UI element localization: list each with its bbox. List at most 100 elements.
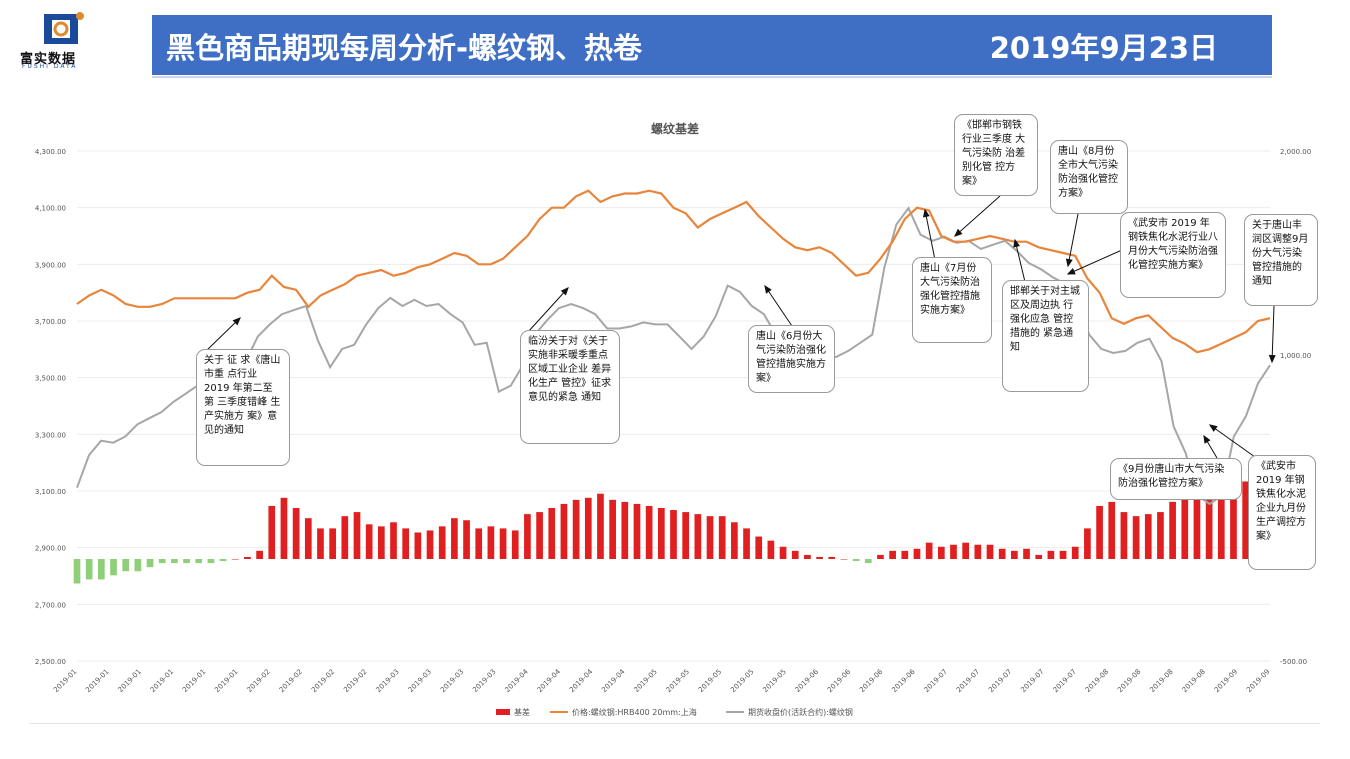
x-axis-tick: 2019-05 — [729, 668, 755, 694]
basis-bar — [524, 514, 531, 559]
x-axis-tick: 2019-04 — [568, 667, 595, 694]
basis-bar — [682, 512, 690, 559]
x-axis-tick: 2019-03 — [375, 668, 401, 694]
basis-bar — [377, 526, 385, 559]
annotation-arrow — [1014, 239, 1026, 283]
basis-bar — [1242, 481, 1250, 559]
annotation-handan-emergency: 邯郸关于对主城 区及周边执 行强化应急 管控措施的 紧急通知 — [1002, 280, 1089, 392]
basis-bar — [1059, 550, 1067, 559]
x-axis-tick: 2019-04 — [536, 667, 563, 694]
x-axis-tick: 2019-06 — [890, 667, 917, 694]
basis-bar — [85, 559, 93, 580]
basis-bar — [97, 559, 105, 580]
left-axis-tick: 2,500.00 — [35, 658, 66, 666]
x-axis-tick: 2019-08 — [1116, 668, 1142, 694]
x-axis-tick: 2019-04 — [503, 667, 530, 694]
basis-bar — [986, 544, 994, 559]
basis-bar — [694, 514, 702, 559]
basis-bar — [937, 546, 945, 559]
header-bar: 黑色商品期现每周分析-螺纹钢、热卷 2019年9月23日 — [152, 15, 1272, 75]
basis-bar — [256, 550, 263, 559]
basis-bar — [828, 556, 836, 559]
basis-bar — [657, 508, 665, 559]
x-axis-tick: 2019-03 — [439, 668, 465, 694]
company-logo — [44, 12, 84, 44]
left-axis-tick: 3,700.00 — [35, 318, 66, 326]
basis-bar — [609, 499, 616, 559]
basis-bar — [329, 528, 336, 559]
basis-bar — [1071, 546, 1079, 559]
basis-bar — [73, 559, 81, 584]
annotation-tangshan-q2q3: 关于 征 求《唐山市重 点行业2019 年第二至第 三季度错峰 生产实施方 案》… — [196, 349, 290, 466]
annotation-arrowhead — [1268, 354, 1276, 364]
annotation-arrowhead — [560, 287, 569, 296]
basis-bar — [195, 559, 203, 564]
annotation-arrowhead — [1208, 424, 1218, 432]
basis-bar — [414, 532, 422, 559]
annotation-wuan-august: 《武安市 2019 年钢铁焦化水泥行业八月份大气污染防治强化管控实施方案》 — [1120, 212, 1226, 298]
left-axis-tick: 3,100.00 — [35, 488, 66, 496]
report-date: 2019年9月23日 — [989, 31, 1218, 65]
basis-bar — [840, 559, 848, 560]
basis-bar — [560, 503, 568, 559]
basis-bar — [438, 526, 446, 559]
legend-swatch — [496, 709, 510, 715]
x-axis-tick: 2019-06 — [858, 667, 885, 694]
page-title: 黑色商品期现每周分析-螺纹钢、热卷 — [166, 31, 643, 65]
basis-bar — [743, 528, 750, 559]
x-axis-tick: 2019-09 — [1213, 668, 1239, 694]
basis-bar — [219, 559, 227, 562]
annotation-arrow — [527, 287, 569, 333]
basis-bar — [426, 530, 434, 559]
basis-bar — [1169, 501, 1176, 559]
x-axis-tick: 2019-03 — [471, 668, 497, 694]
x-axis-tick: 2019-02 — [342, 668, 368, 694]
x-axis-tick: 2019-05 — [665, 668, 691, 694]
right-axis-tick: -500.00 — [1280, 658, 1307, 666]
basis-bar — [1181, 491, 1189, 559]
basis-bar — [584, 497, 592, 559]
basis-bar — [475, 528, 483, 559]
left-axis-tick: 3,900.00 — [35, 261, 66, 269]
annotation-linfen: 临汾关于对《关于实施非采暖季重点区域工业企业 差异化生产 管控》征求 意见的紧急… — [520, 330, 620, 444]
basis-bar — [1035, 554, 1043, 559]
x-axis-tick: 2019-08 — [1084, 668, 1110, 694]
header-divider — [152, 76, 1272, 78]
left-axis-tick: 4,100.00 — [35, 205, 66, 213]
basis-bar — [390, 522, 397, 559]
annotation-tangshan-august: 唐山《8月份全市大气污染防治强化管控方案》 — [1050, 140, 1128, 214]
basis-bar — [451, 518, 458, 559]
annotation-arrow — [764, 285, 793, 327]
basis-bar — [1132, 516, 1140, 559]
basis-bar — [633, 503, 641, 559]
x-axis-tick: 2019-04 — [600, 667, 627, 694]
x-axis-tick: 2019-05 — [761, 668, 787, 694]
basis-bar — [913, 548, 921, 559]
annotation-arrowhead — [1203, 434, 1211, 444]
basis-bar — [779, 546, 787, 559]
x-axis-tick: 2019-02 — [310, 668, 336, 694]
legend-label: 价格:螺纹钢:HRB400 20mm:上海 — [572, 707, 697, 717]
left-axis-tick: 4,300.00 — [35, 148, 66, 156]
basis-bar — [621, 501, 629, 559]
basis-bar — [950, 544, 957, 559]
x-axis-tick: 2019-01 — [52, 668, 78, 694]
basis-bar — [1205, 473, 1213, 559]
basis-bar — [207, 559, 215, 564]
annotation-arrow — [1067, 213, 1079, 267]
footer-divider — [30, 723, 1320, 724]
annotation-tangshan-fengrun: 关于唐山丰润区调整9月份大气污染管控措施的通知 — [1244, 214, 1318, 306]
basis-bar — [670, 510, 677, 559]
annotation-wuan-september: 《武安市2019 年钢铁焦化水泥企业九月份生产调控方案》 — [1248, 455, 1316, 570]
left-axis-tick: 3,500.00 — [35, 375, 66, 383]
basis-bar — [1084, 528, 1091, 559]
annotation-handan-q3: 《邯郸市钢铁 行业三季度 大气污染防 治差别化管 控方案》 — [954, 114, 1038, 196]
basis-bar — [268, 505, 276, 559]
left-axis-tick: 2,900.00 — [35, 545, 66, 553]
annotation-tangshan-june: 唐山《6月份大气污染防治强化管控措施实施方案》 — [748, 325, 835, 393]
basis-bar — [341, 516, 349, 559]
basis-bar — [292, 508, 300, 559]
basis-bar — [889, 550, 896, 559]
x-axis-tick: 2019-01 — [181, 668, 207, 694]
